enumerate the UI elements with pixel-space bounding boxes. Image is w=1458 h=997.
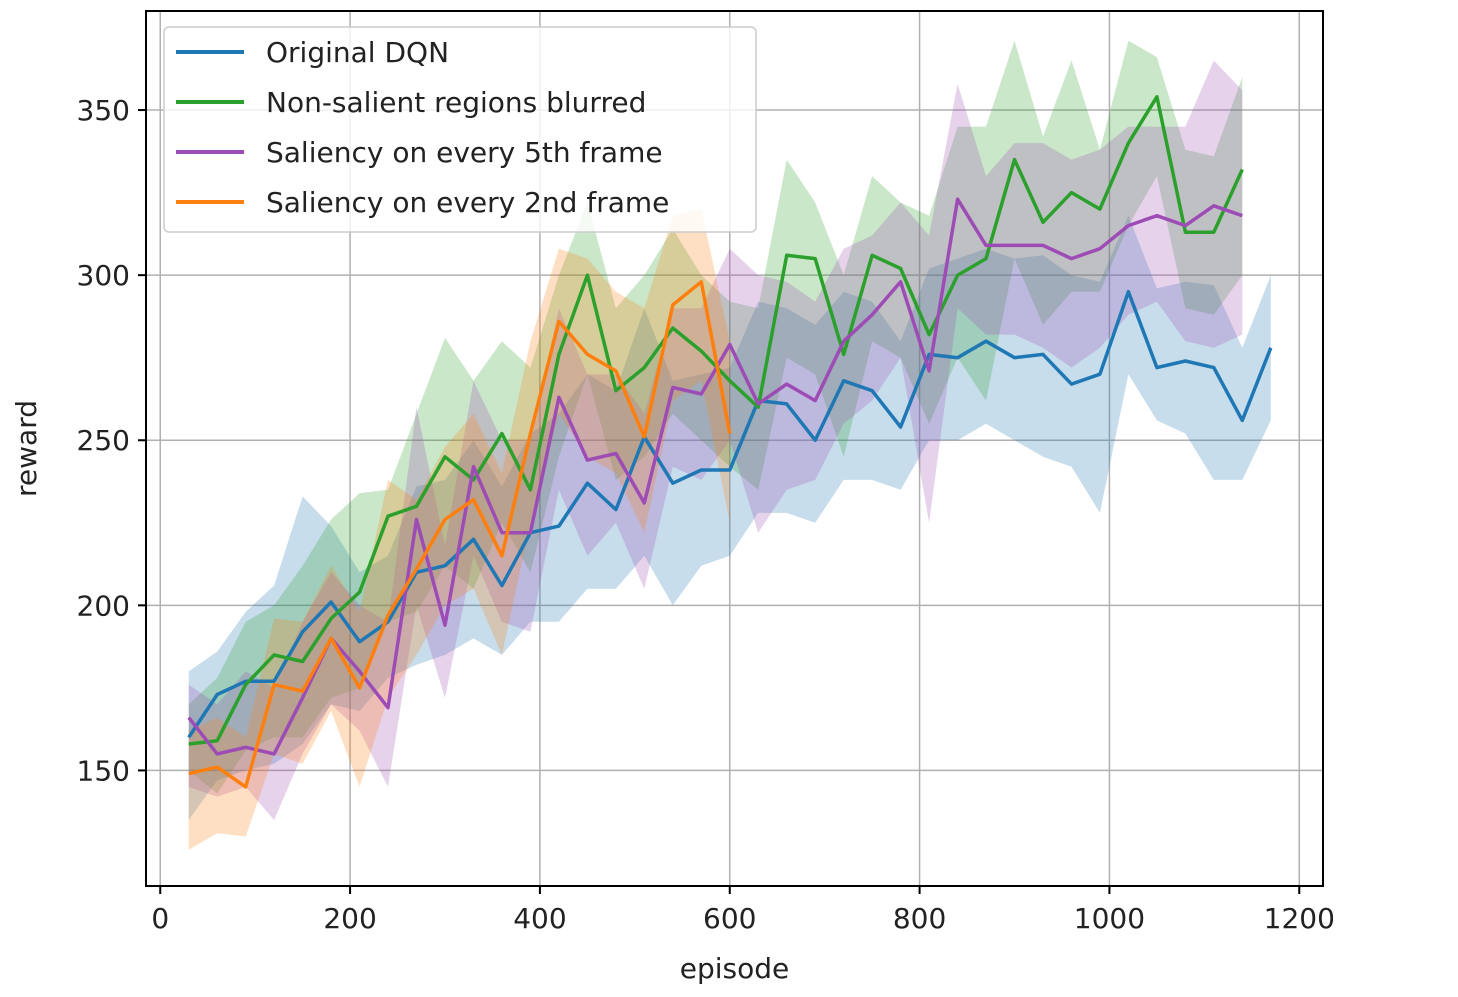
confidence-bands: [188, 40, 1271, 850]
y-tick-label: 350: [77, 94, 130, 127]
x-tick-label: 1000: [1074, 902, 1145, 935]
x-axis-label: episode: [680, 952, 790, 985]
legend-entry: Non-salient regions blurred: [266, 86, 646, 119]
confidence-band-series-3: [188, 209, 730, 850]
y-axis-label: reward: [10, 400, 43, 497]
x-tick-label: 0: [151, 902, 169, 935]
series-line-3: [188, 280, 732, 789]
y-axis-ticks: 150 200 250 300 350: [77, 94, 146, 787]
legend-entry: Original DQN: [266, 36, 449, 69]
y-tick-label: 150: [77, 754, 130, 787]
x-tick-label: 600: [703, 902, 756, 935]
x-tick-label: 200: [323, 902, 376, 935]
y-tick-label: 300: [77, 259, 130, 292]
legend-box: [163, 26, 757, 233]
confidence-band-series-2: [188, 60, 1243, 820]
y-tick-label: 250: [77, 424, 130, 457]
x-tick-label: 400: [513, 902, 566, 935]
plot-frame: [145, 10, 1324, 887]
legend: Original DQN Non-salient regions blurred S…: [163, 26, 757, 233]
series-line-0: [187, 289, 1273, 739]
legend-entry: Saliency on every 2nd frame: [266, 186, 669, 219]
x-axis-ticks: 0 200 400 600 800 1000 1200: [151, 886, 1335, 935]
x-tick-label: 800: [893, 902, 946, 935]
x-tick-label: 1200: [1264, 902, 1335, 935]
confidence-band-series-0: [188, 215, 1271, 820]
series-lines: [187, 95, 1273, 789]
y-tick-label: 200: [77, 589, 130, 622]
confidence-band-series-1: [188, 40, 1243, 794]
legend-entry: Saliency on every 5th frame: [266, 136, 663, 169]
